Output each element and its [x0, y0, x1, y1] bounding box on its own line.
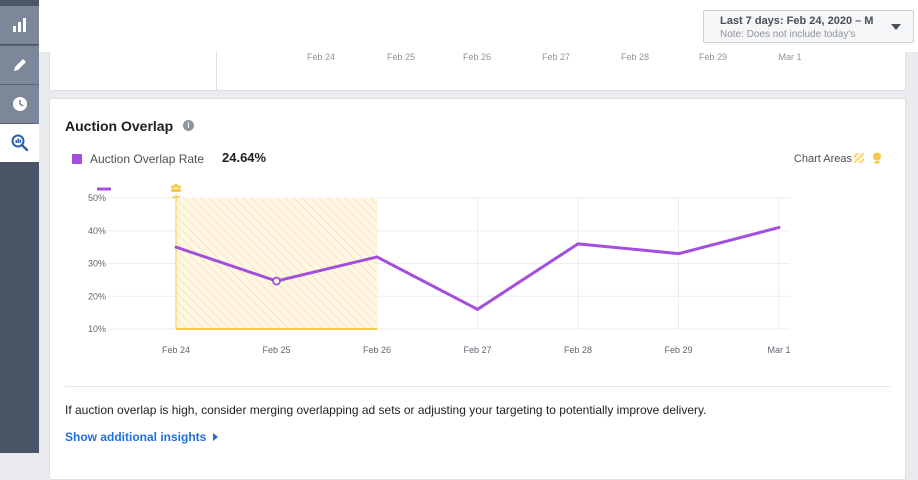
link-label: Show additional insights — [65, 430, 207, 444]
previous-chart-card — [49, 52, 906, 91]
sidebar-item-reports[interactable] — [0, 6, 39, 44]
sidebar-item-edit[interactable] — [0, 46, 39, 84]
people-icon — [177, 185, 181, 189]
auction-overlap-card: Auction Overlap i Auction Overlap Rate 2… — [49, 98, 906, 480]
sidebar-item-inspect[interactable] — [0, 124, 39, 162]
y-tick-label: 50% — [88, 193, 106, 203]
caret-right-icon — [213, 433, 219, 441]
x-tick-label: Feb 26 — [363, 345, 391, 355]
section-title: Auction Overlap — [65, 118, 174, 134]
y-tick-label: 10% — [88, 324, 106, 334]
top-axis-tick: Feb 24 — [306, 52, 336, 62]
data-point — [576, 242, 580, 246]
pencil-icon — [13, 59, 26, 71]
top-axis-tick: Feb 29 — [698, 52, 728, 62]
card-divider — [216, 52, 217, 90]
top-axis-tick: Feb 25 — [386, 52, 416, 62]
section-divider — [65, 386, 890, 387]
sidebar-item-history[interactable] — [0, 85, 39, 123]
y-tick-label: 40% — [88, 226, 106, 236]
legend-value: 24.64% — [222, 150, 267, 165]
data-point — [677, 252, 680, 256]
show-additional-insights-link[interactable]: Show additional insights — [65, 430, 219, 444]
x-tick-label: Feb 27 — [463, 345, 491, 355]
people-icon — [171, 185, 175, 189]
sidebar-separator — [0, 45, 39, 46]
people-icon — [174, 184, 178, 188]
chart-area-marker-icon[interactable] — [872, 152, 882, 164]
x-tick-label: Feb 24 — [162, 345, 190, 355]
x-tick-label: Feb 28 — [564, 345, 592, 355]
chart-area-hatch-icon[interactable] — [854, 153, 864, 163]
auction-overlap-chart: 10% 20% 30% 40% 50% Feb 24 Feb 25 Feb 26 Feb 27 F… — [88, 184, 791, 355]
data-point — [174, 245, 178, 249]
y-tick-label: 30% — [88, 259, 106, 269]
magnifier-chart-icon — [11, 134, 28, 152]
top-axis-tick: Feb 26 — [462, 52, 492, 62]
sidebar-separator — [0, 123, 39, 124]
top-axis-tick: Feb 27 — [541, 52, 571, 62]
chart-areas-label: Chart Areas — [793, 153, 852, 165]
top-axis-tick: Mar 1 — [778, 52, 802, 62]
data-point — [375, 255, 379, 259]
people-icon — [171, 189, 181, 192]
legend-label: Auction Overlap Rate — [90, 152, 205, 166]
legend-swatch — [72, 154, 82, 164]
top-axis-tick: Feb 28 — [620, 52, 650, 62]
caret-down-icon — [891, 24, 901, 30]
sidebar-separator — [0, 84, 39, 85]
date-range-dropdown[interactable]: Last 7 days: Feb 24, 2020 – M Note: Does… — [703, 10, 914, 43]
sidebar — [0, 0, 39, 453]
bar-chart-icon — [12, 18, 26, 32]
data-point — [476, 307, 479, 311]
y-tick-label: 20% — [88, 291, 106, 301]
x-tick-label: Feb 29 — [664, 345, 692, 355]
date-range-note: Note: Does not include today's — [720, 29, 856, 40]
info-icon[interactable]: i — [183, 120, 194, 131]
x-tick-label: Mar 1 — [767, 345, 790, 355]
date-range-label: Last 7 days: Feb 24, 2020 – M — [720, 15, 874, 27]
insight-text: If auction overlap is high, consider mer… — [65, 403, 707, 417]
clock-icon — [12, 97, 27, 111]
data-point — [272, 276, 281, 286]
x-tick-label: Feb 25 — [262, 345, 290, 355]
data-point — [777, 225, 781, 229]
